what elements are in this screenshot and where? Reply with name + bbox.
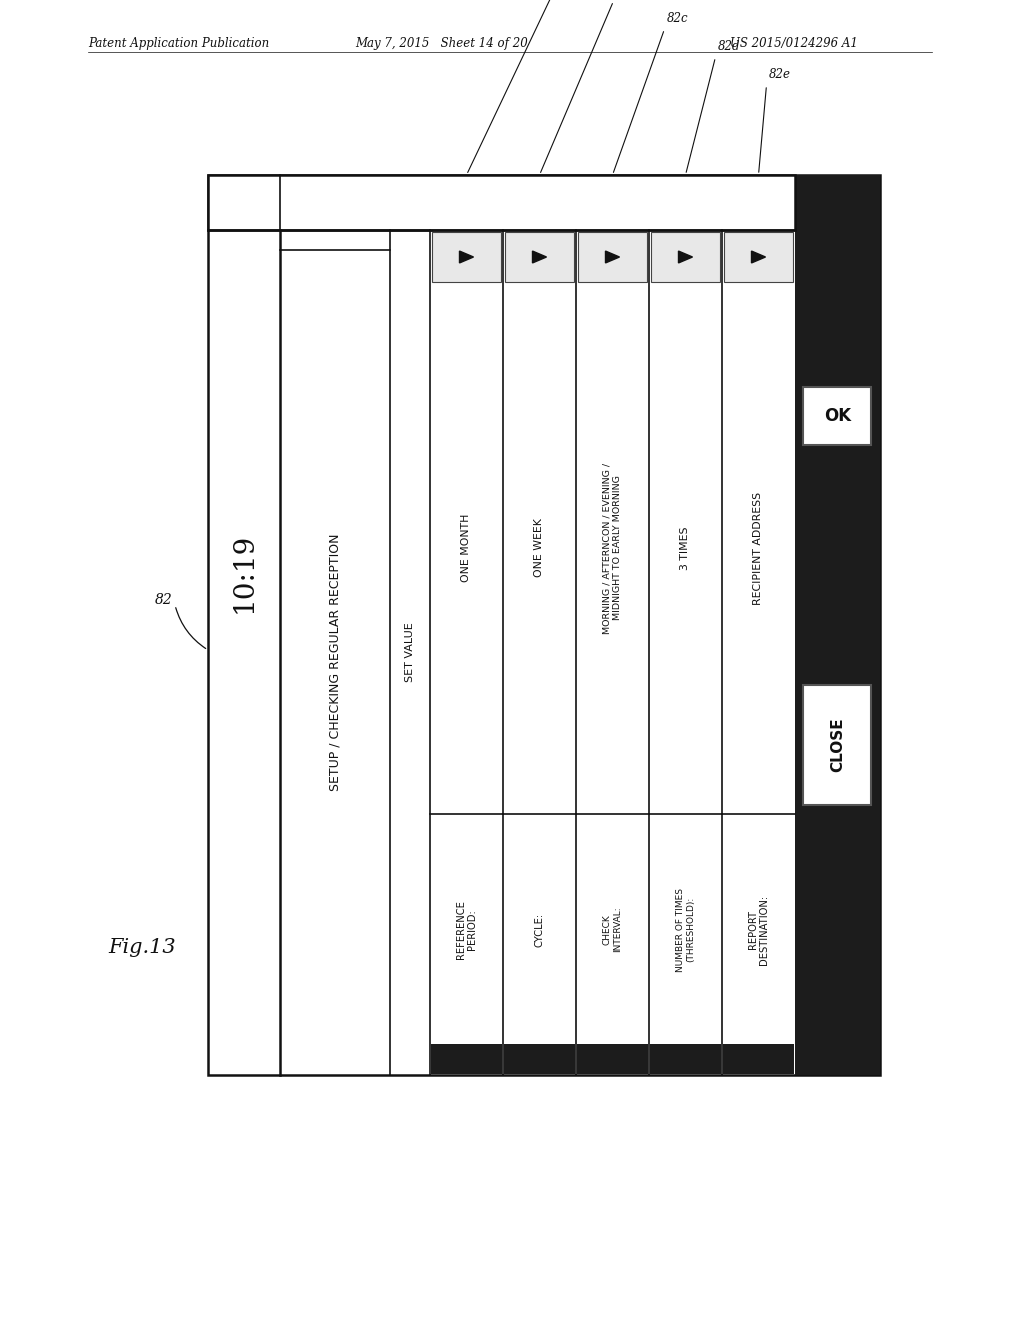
- Bar: [504, 232, 574, 282]
- Bar: [577, 1044, 647, 1074]
- Text: Patent Application Publication: Patent Application Publication: [88, 37, 269, 50]
- Text: 82e: 82e: [767, 69, 790, 81]
- Text: NUMBER OF TIMES
(THRESHOLD):: NUMBER OF TIMES (THRESHOLD):: [676, 887, 695, 972]
- Text: MORNING / AFTERNCON / EVENING /
MIDNIGHT TO EARLY MORNING: MORNING / AFTERNCON / EVENING / MIDNIGHT…: [602, 462, 622, 634]
- Text: ONE WEEK: ONE WEEK: [534, 519, 544, 577]
- Text: May 7, 2015   Sheet 14 of 20: May 7, 2015 Sheet 14 of 20: [355, 37, 527, 50]
- Text: ONE MONTH: ONE MONTH: [461, 513, 471, 582]
- Bar: [722, 1044, 793, 1074]
- Text: 10:19: 10:19: [230, 532, 257, 612]
- Text: 82d: 82d: [716, 40, 739, 53]
- Bar: [794, 176, 879, 1074]
- Bar: [503, 1044, 575, 1074]
- Bar: [803, 685, 870, 805]
- Polygon shape: [459, 251, 473, 263]
- Text: SET VALUE: SET VALUE: [405, 623, 415, 682]
- Polygon shape: [532, 251, 546, 263]
- Text: 3 TIMES: 3 TIMES: [680, 527, 690, 570]
- Text: REFERENCE
PERIOD:: REFERENCE PERIOD:: [455, 900, 477, 958]
- Text: CHECK
INTERVAL:: CHECK INTERVAL:: [602, 907, 622, 952]
- Text: OK: OK: [823, 407, 850, 425]
- Text: US 2015/0124296 A1: US 2015/0124296 A1: [730, 37, 857, 50]
- Bar: [208, 176, 879, 1074]
- Text: CYCLE:: CYCLE:: [534, 912, 544, 946]
- Text: CLOSE: CLOSE: [829, 718, 844, 772]
- Bar: [650, 232, 719, 282]
- Bar: [431, 1044, 501, 1074]
- Bar: [649, 1044, 720, 1074]
- Polygon shape: [751, 251, 764, 263]
- Polygon shape: [605, 251, 619, 263]
- Polygon shape: [678, 251, 692, 263]
- Text: 82c: 82c: [665, 12, 688, 25]
- Bar: [432, 232, 500, 282]
- Text: SETUP / CHECKING REGULAR RECEPTION: SETUP / CHECKING REGULAR RECEPTION: [328, 533, 341, 791]
- Bar: [578, 232, 646, 282]
- Text: Fig.13: Fig.13: [108, 939, 175, 957]
- Bar: [803, 387, 870, 445]
- Text: 82: 82: [155, 593, 172, 607]
- Text: REPORT
DESTINATION:: REPORT DESTINATION:: [747, 895, 768, 965]
- Text: RECIPIENT ADDRESS: RECIPIENT ADDRESS: [753, 491, 763, 605]
- Bar: [208, 176, 794, 230]
- Bar: [723, 232, 792, 282]
